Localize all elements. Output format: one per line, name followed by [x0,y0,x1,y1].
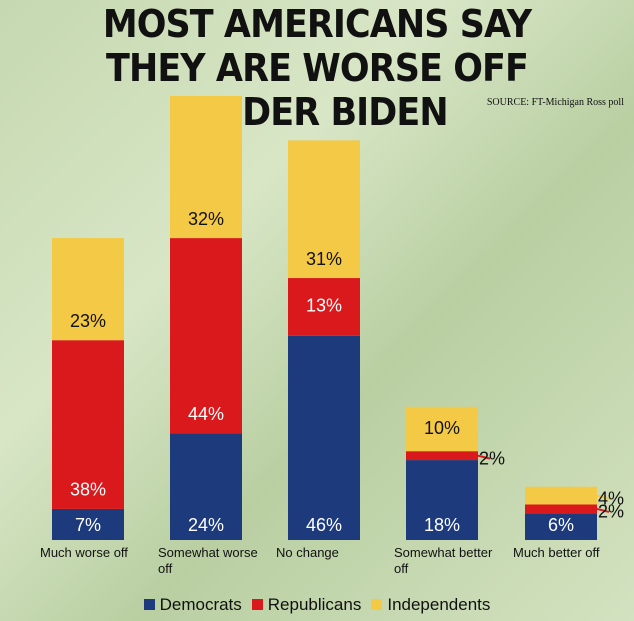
bar-segment [52,238,124,341]
legend-item: Independents [371,595,490,615]
value-label: 6% [548,515,574,535]
bar-segment [406,406,478,452]
bar-segment [170,433,242,540]
value-label: 32% [188,209,224,229]
bar-segment [525,486,597,505]
legend-swatch [371,599,383,610]
x-tick-label: Somewhat better off [394,545,493,576]
value-label: 2% [598,502,624,522]
x-tick-label: Somewhat worse off [158,545,258,576]
value-label: 10% [424,418,460,438]
bar-segment [170,238,242,434]
bar-segment [525,504,597,514]
bar-segment [52,340,124,509]
leader-line [477,454,491,460]
bar-segment [52,508,124,540]
x-tick-label: No change [276,545,339,560]
value-label: 44% [188,404,224,424]
legend-label: Democrats [159,595,242,614]
bar-segment [288,335,360,540]
bar-segment [288,140,360,279]
value-label: 7% [75,515,101,535]
leader-line [596,494,610,500]
source: SOURCE: FT-Michigan Ross poll [486,97,624,108]
value-label: 2% [479,448,505,468]
legend-label: Independents [387,595,491,614]
x-tick-label: Much worse off [40,545,128,560]
value-label: 4% [598,488,624,508]
chart-title: MOST AMERICANS SAY THEY ARE WORSE OFF UN… [102,2,532,134]
bar-segment [406,460,478,540]
value-label: 46% [306,515,342,535]
legend-item: Republicans [251,595,362,615]
bar-segment [525,513,597,540]
legend-label: Republicans [267,595,362,614]
value-label: 38% [70,480,106,500]
bar-segment [288,278,360,336]
legend-swatch [251,599,263,610]
value-label: 18% [424,515,460,535]
value-label: 24% [188,515,224,535]
legend: Democrats Republicans Independents [0,595,634,615]
legend-swatch [143,599,155,610]
value-label: 31% [306,249,342,269]
legend-item: Democrats [143,595,242,615]
bar-segment [406,451,478,461]
x-tick-label: Much better off [513,545,600,560]
leader-line [596,507,610,513]
value-label: 23% [70,311,106,331]
bar-segment [170,96,242,239]
value-label: 13% [306,296,342,316]
